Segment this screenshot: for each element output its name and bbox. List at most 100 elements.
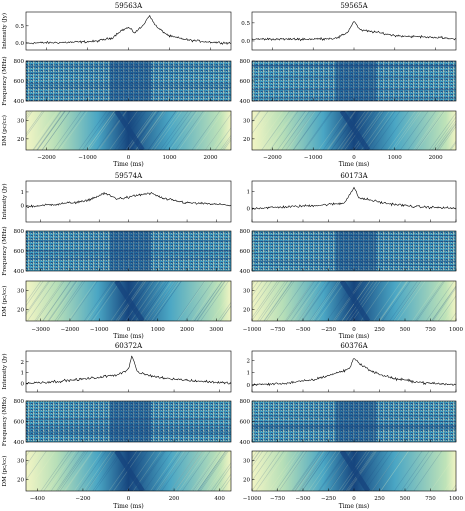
dm-ytick-label: 30 bbox=[17, 118, 24, 124]
dm-streak bbox=[137, 451, 166, 491]
frequency-noise-dark bbox=[252, 61, 456, 101]
dm-streak bbox=[252, 451, 264, 467]
xtick-label: −2000 bbox=[61, 327, 80, 333]
dm-streak bbox=[92, 451, 121, 491]
dm-streak bbox=[400, 111, 429, 150]
intensity-axes bbox=[251, 11, 457, 51]
dm-streak bbox=[415, 111, 445, 150]
dm-streak bbox=[128, 111, 157, 150]
dm-streak bbox=[285, 111, 315, 150]
rfi-band bbox=[252, 426, 456, 428]
dm-streak bbox=[78, 111, 108, 150]
dm-ytick-label: 30 bbox=[243, 459, 250, 465]
dm-streak bbox=[279, 451, 308, 491]
dm-streak bbox=[59, 111, 88, 150]
dm-streak bbox=[292, 281, 322, 321]
dm-streak bbox=[26, 111, 33, 121]
dm-streak bbox=[312, 281, 341, 321]
xtick-label: 750 bbox=[425, 327, 436, 333]
dm-streak bbox=[147, 281, 176, 321]
dm-streak bbox=[204, 113, 231, 150]
xtick-label: 250 bbox=[374, 496, 385, 502]
dm-streak bbox=[194, 281, 223, 321]
dm-streak bbox=[153, 281, 182, 321]
dm-streak bbox=[295, 451, 324, 491]
intensity-ytick-label: 0.0 bbox=[15, 41, 24, 47]
dm-streak bbox=[59, 451, 89, 491]
dm-streak bbox=[178, 451, 208, 491]
dm-burst-track bbox=[114, 281, 145, 321]
rfi-band bbox=[252, 421, 456, 423]
xtick-label: −250 bbox=[321, 496, 337, 502]
dm-streak bbox=[217, 301, 231, 321]
dm-streak bbox=[294, 451, 324, 491]
xtick-label: 2000 bbox=[429, 155, 443, 161]
dm-streak bbox=[298, 451, 327, 491]
dm-streak bbox=[371, 111, 401, 150]
dm-streak bbox=[416, 281, 446, 321]
dm-streak bbox=[301, 451, 331, 491]
xtick-label: −250 bbox=[321, 327, 337, 333]
dm-streak bbox=[218, 473, 231, 491]
rfi-band bbox=[252, 65, 456, 67]
dm-streak bbox=[252, 451, 260, 463]
dm-streak bbox=[192, 451, 222, 491]
dm-streak bbox=[432, 287, 456, 321]
dm-streak bbox=[252, 281, 263, 297]
dm-streak bbox=[213, 465, 231, 491]
intensity-axes bbox=[25, 11, 232, 51]
dm-streak bbox=[26, 451, 56, 491]
dm-streak bbox=[86, 111, 116, 150]
dm-streak bbox=[163, 111, 192, 150]
dm-streak bbox=[393, 281, 422, 321]
dm-streak bbox=[278, 451, 308, 491]
dm-ytick-label: 20 bbox=[243, 308, 250, 314]
dm-streak bbox=[222, 137, 231, 150]
dm-streak bbox=[126, 281, 155, 321]
dm-streak bbox=[150, 451, 179, 491]
dm-streak bbox=[56, 451, 85, 491]
dm-streak bbox=[64, 451, 94, 491]
dm-streak bbox=[345, 451, 374, 491]
dm-streak bbox=[329, 451, 358, 491]
dm-streak bbox=[200, 451, 229, 491]
dm-streak bbox=[393, 111, 422, 150]
dm-streak bbox=[415, 281, 444, 321]
dm-streak bbox=[195, 451, 225, 491]
dm-streak bbox=[50, 451, 80, 491]
frequency-waterfall bbox=[252, 61, 456, 101]
dm-streak bbox=[450, 312, 456, 321]
dm-ytick-label: 20 bbox=[17, 478, 24, 484]
frequency-noise-dark bbox=[252, 231, 456, 271]
dm-streak bbox=[37, 111, 66, 150]
dm-streak bbox=[301, 281, 330, 321]
dm-streak bbox=[184, 281, 214, 321]
dm-streak bbox=[83, 281, 113, 321]
dm-streak bbox=[252, 111, 269, 135]
dm-map-content bbox=[252, 281, 456, 321]
dm-streak bbox=[26, 111, 43, 135]
dm-streak bbox=[176, 281, 205, 321]
rfi-band bbox=[252, 428, 456, 430]
chart-title: 59565A bbox=[340, 2, 368, 10]
dm-streak bbox=[252, 111, 276, 144]
intensity-axis-label: Intensity (Jy) bbox=[1, 13, 8, 49]
x-axis-label: Time (ms) bbox=[339, 161, 370, 168]
dm-streak bbox=[286, 281, 315, 321]
dm-streak bbox=[350, 111, 379, 150]
dm-streak bbox=[197, 281, 226, 321]
dm-streak bbox=[252, 281, 259, 291]
dm-time-map bbox=[26, 281, 231, 321]
rfi-band bbox=[252, 240, 456, 242]
dm-streak bbox=[33, 111, 62, 150]
dm-streak bbox=[269, 111, 299, 150]
xtick-label: 400 bbox=[214, 496, 225, 502]
dm-streak bbox=[217, 472, 231, 491]
dm-streak bbox=[311, 451, 341, 491]
dm-streak bbox=[49, 281, 79, 321]
dm-streak bbox=[318, 111, 347, 150]
dm-streak bbox=[252, 451, 262, 465]
dm-streak bbox=[110, 281, 140, 321]
xtick-label: −750 bbox=[270, 327, 286, 333]
dm-streak bbox=[266, 111, 296, 150]
